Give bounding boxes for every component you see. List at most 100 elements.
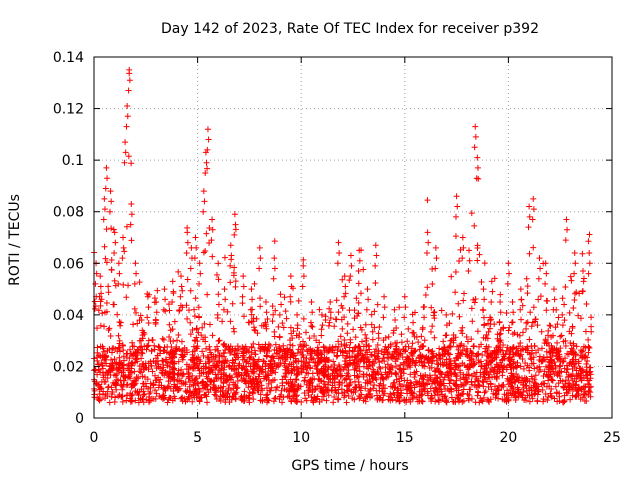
data-point [504,375,511,382]
data-point [232,221,239,228]
data-point [250,315,257,322]
data-point [226,399,233,406]
data-point [357,290,364,297]
data-point [454,355,461,362]
plot-frame [93,56,613,419]
data-point [166,370,173,377]
data-point [342,283,349,290]
data-point [252,362,259,369]
data-point [327,309,334,316]
data-point [500,342,507,349]
data-point [410,319,417,326]
data-point [91,298,98,305]
data-point [554,355,561,362]
data-point [532,316,539,323]
data-point [148,362,155,369]
data-point [462,351,469,358]
data-point [229,357,236,364]
data-point [112,381,119,388]
data-point [525,224,532,231]
data-point [569,365,576,372]
data-point [134,346,141,353]
data-point [209,253,216,260]
data-point [418,358,425,365]
data-point [149,336,156,343]
data-point [251,357,258,364]
data-point [549,332,556,339]
data-point [243,363,250,370]
data-point [125,87,132,94]
data-point [479,398,486,405]
data-point [401,314,408,321]
data-point [201,198,208,205]
data-point [526,398,533,405]
data-point [271,333,278,340]
data-point [325,392,332,399]
data-point [128,200,135,207]
data-point [127,221,134,228]
y-tick-label: 0.12 [53,102,84,118]
data-point [532,387,539,394]
data-point [422,292,429,299]
data-point [101,243,108,250]
data-point [318,385,325,392]
data-point [230,272,237,279]
data-point [279,376,286,383]
data-point [343,376,350,383]
data-point [310,398,317,405]
data-point [91,378,98,385]
data-point [385,344,392,351]
data-point [302,374,309,381]
data-point [306,377,313,384]
data-point [362,398,369,405]
data-point [123,392,130,399]
data-point [102,185,109,192]
data-point [264,315,271,322]
data-point [398,339,405,346]
data-point [169,397,176,404]
data-point [363,306,370,313]
data-point [335,395,342,402]
data-point [353,295,360,302]
data-point [531,379,538,386]
data-point [246,354,253,361]
x-tick-label: 0 [90,430,99,446]
data-point [471,299,478,306]
data-point [519,355,526,362]
data-point [211,385,218,392]
data-point [317,349,324,356]
data-point [524,362,531,369]
data-point [96,397,103,404]
data-point [362,331,369,338]
data-point [586,231,593,238]
data-point [221,360,228,367]
x-tick-label: 15 [396,430,414,446]
data-point [190,382,197,389]
data-point [291,388,298,395]
data-point [398,369,405,376]
data-point [494,368,501,375]
data-point [472,123,479,130]
data-point [302,358,309,365]
data-point [259,398,266,405]
data-point [312,359,319,366]
data-point [583,397,590,404]
data-point [517,286,524,293]
data-point [227,349,234,356]
data-point [315,369,322,376]
data-point [453,383,460,390]
data-point [473,375,480,382]
data-point [201,320,208,327]
data-point [513,371,520,378]
data-point [206,358,213,365]
data-point [365,343,372,350]
data-point [352,344,359,351]
data-point [133,270,140,277]
data-point [121,248,128,255]
data-point [363,335,370,342]
data-point [286,387,293,394]
data-point [99,363,106,370]
data-point [405,325,412,332]
data-point [128,237,135,244]
